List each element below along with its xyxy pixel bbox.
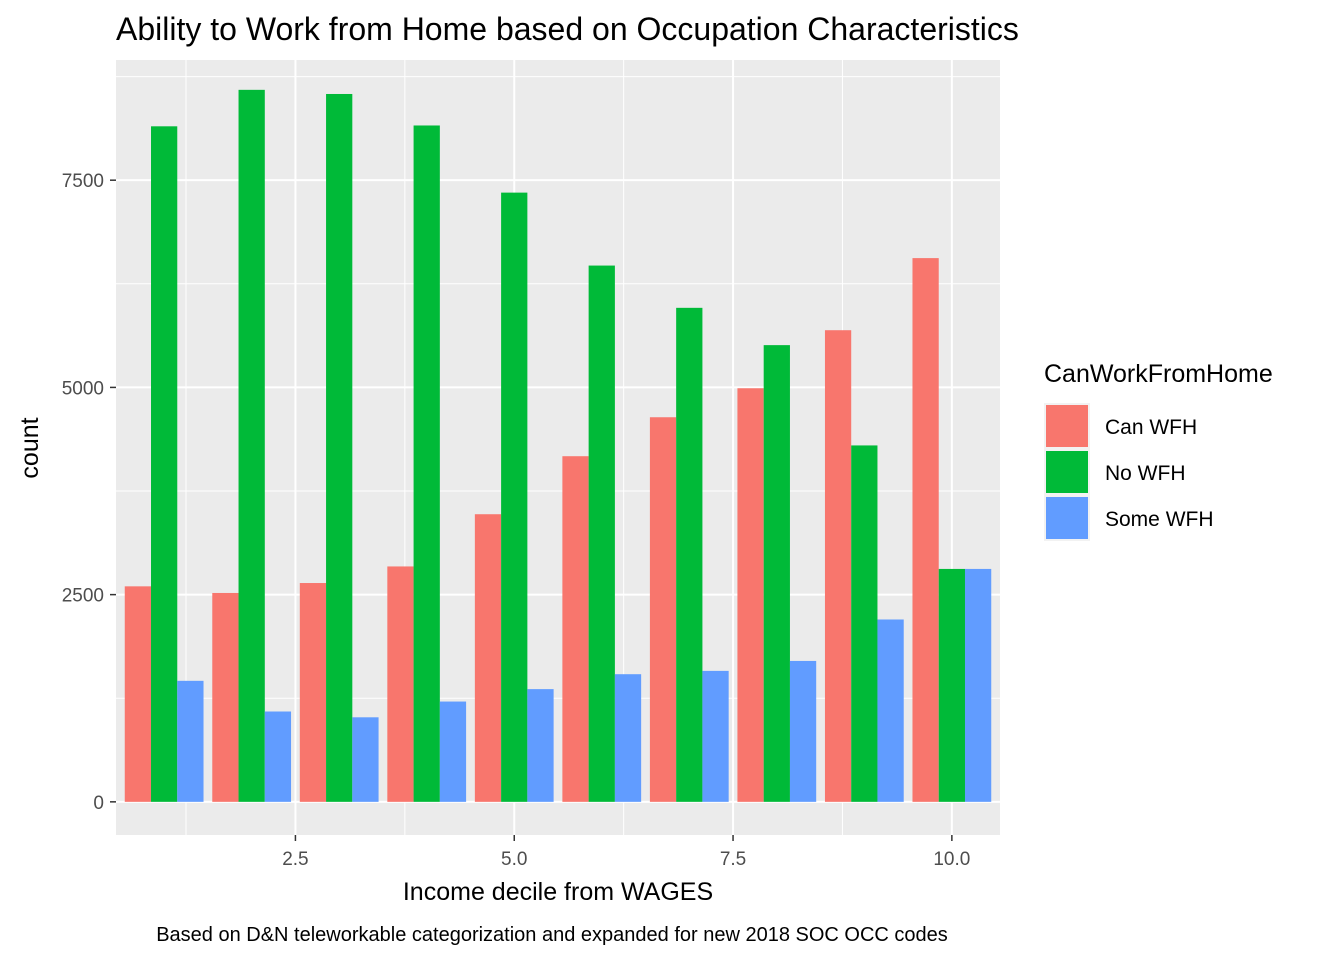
bar-some-wfh (789, 660, 817, 802)
y-axis: 0 2500 5000 7500 (62, 171, 116, 814)
bar-no-wfh (938, 568, 965, 802)
bar-some-wfh (177, 680, 204, 802)
chart-caption: Based on D&N teleworkable categorization… (156, 924, 948, 946)
x-tick-label: 7.5 (720, 849, 746, 870)
bar-can-wfh (562, 456, 589, 802)
legend-swatch (1046, 451, 1088, 493)
bar-can-wfh (212, 592, 239, 802)
y-tick-label: 5000 (62, 378, 104, 399)
bar-no-wfh (588, 265, 615, 802)
legend-swatch (1046, 497, 1088, 539)
bar-no-wfh (238, 89, 265, 802)
bar-no-wfh (763, 345, 790, 802)
bar-some-wfh (439, 701, 467, 802)
bar-no-wfh (676, 307, 703, 802)
x-tick-label: 10.0 (933, 849, 970, 870)
y-tick-label: 2500 (62, 586, 104, 607)
legend: CanWorkFromHome Can WFH No WFH Some WFH (1044, 360, 1273, 541)
x-axis: 2.5 5.0 7.5 10.0 (282, 835, 970, 870)
legend-label: No WFH (1105, 462, 1186, 485)
bar-can-wfh (299, 583, 327, 802)
y-axis-title: count (16, 417, 44, 478)
bar-some-wfh (264, 711, 292, 802)
bar-can-wfh (649, 417, 677, 802)
bar-no-wfh (326, 93, 353, 802)
bar-can-wfh (387, 566, 414, 802)
bar-can-wfh (124, 586, 152, 802)
bar-can-wfh (474, 514, 502, 802)
legend-title: CanWorkFromHome (1044, 360, 1273, 388)
legend-label: Can WFH (1105, 416, 1197, 439)
bar-some-wfh (877, 619, 904, 802)
y-tick-label: 7500 (62, 171, 104, 192)
bar-can-wfh (912, 258, 939, 802)
bar-can-wfh (737, 388, 764, 802)
bar-some-wfh (702, 670, 729, 802)
bar-no-wfh (851, 445, 878, 802)
x-tick-label: 5.0 (501, 849, 527, 870)
bar-no-wfh (501, 192, 528, 802)
bar-some-wfh (614, 674, 642, 802)
x-axis-title: Income decile from WAGES (403, 878, 713, 906)
bars (124, 89, 992, 802)
bar-no-wfh (151, 126, 178, 802)
bar-some-wfh (352, 717, 379, 802)
bar-some-wfh (964, 568, 992, 802)
legend-label: Some WFH (1105, 508, 1214, 531)
bar-can-wfh (824, 330, 852, 802)
chart-title: Ability to Work from Home based on Occup… (116, 11, 1019, 47)
bar-no-wfh (413, 125, 440, 802)
bar-some-wfh (527, 689, 554, 802)
y-tick-label: 0 (93, 793, 104, 814)
legend-swatch (1046, 405, 1088, 447)
x-tick-label: 2.5 (282, 849, 308, 870)
